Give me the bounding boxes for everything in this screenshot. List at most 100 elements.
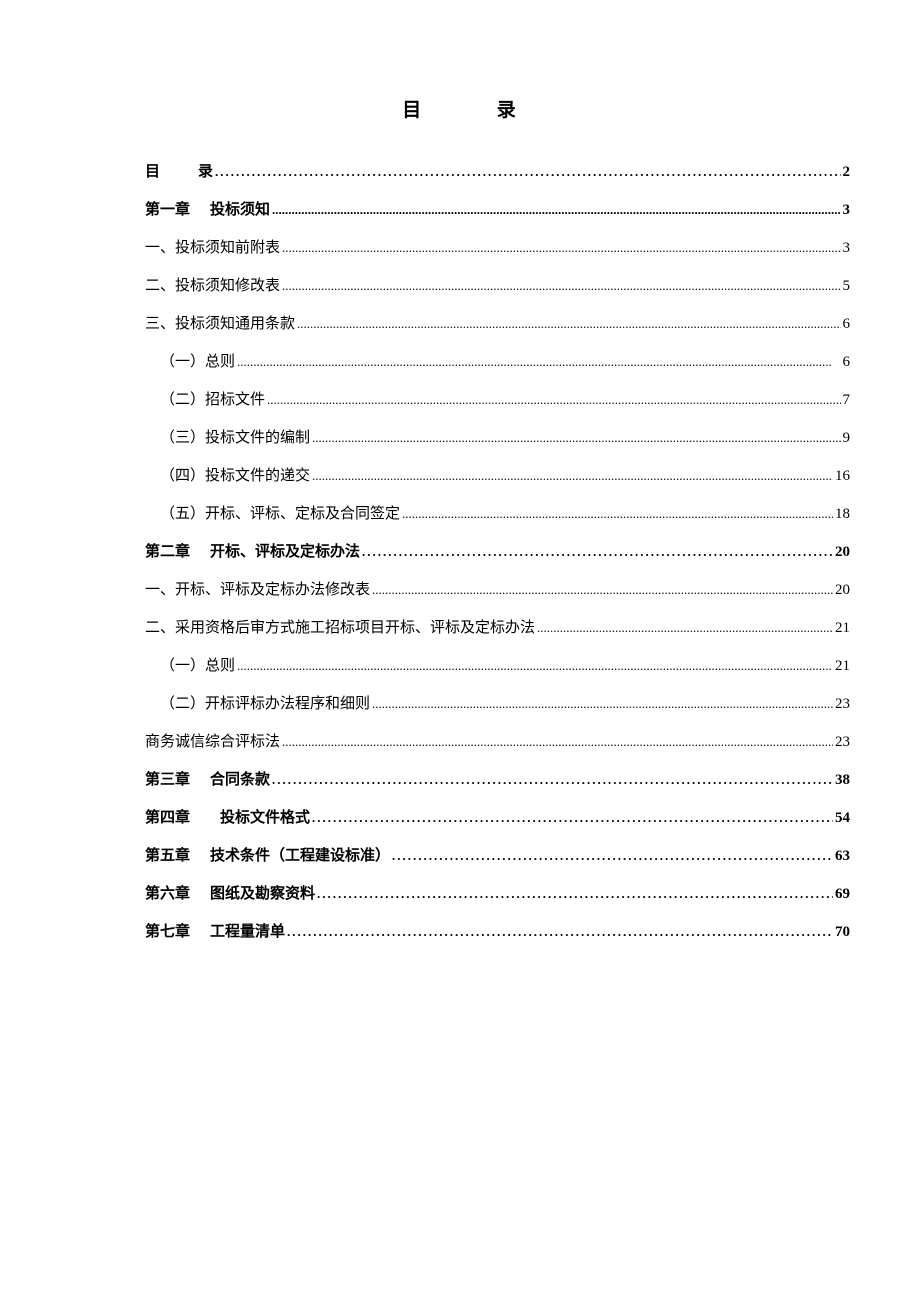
toc-entry: 一、开标、评标及定标办法修改表 20 [145,580,850,601]
toc-label-part-a: 第二章 [145,544,190,560]
toc-entry-label: 三、投标须知通用条款 [145,314,295,335]
toc-label-part-a: （四）投标文件的递交 [160,468,310,484]
toc-label-part-b: 开标、评标及定标办法 [210,544,360,560]
toc-entry: 二、投标须知修改表5 [145,276,850,297]
toc-page-number: 69 [835,884,850,905]
toc-leader-dots [237,656,833,677]
toc-page-number: 3 [843,200,851,221]
toc-label-part-b: 投标文件格式 [220,810,310,826]
toc-label-part-b: 技术条件（工程建设标准） [210,848,390,864]
toc-page-number: 20 [835,580,850,601]
toc-entry: （五）开标、评标、定标及合同签定 18 [145,504,850,525]
toc-entry: （一）总则 21 [145,656,850,677]
title-left: 目 [402,100,423,121]
toc-entry: （二）招标文件 7 [145,390,850,411]
toc-entry-label: 第四章 投标文件格式 [145,808,310,829]
toc-label-part-a: 第一章 [145,202,190,218]
toc-page-number: 6 [843,352,851,373]
toc-entry: 第七章 工程量清单 70 [145,922,850,943]
toc-label-part-b: 工程量清单 [210,924,285,940]
toc-label-part-a: 二、投标须知修改表 [145,278,280,294]
toc-label-part-a: 第六章 [145,886,190,902]
toc-entry: 第一章 投标须知 3 [145,200,850,221]
toc-label-part-a: （二）招标文件 [160,392,265,408]
toc-entry: 三、投标须知通用条款 6 [145,314,850,335]
toc-leader-dots [312,466,833,487]
toc-page-number: 23 [835,732,850,753]
toc-label-part-a: 一、投标须知前附表 [145,240,280,256]
toc-leader-dots [372,694,833,715]
toc-entry-label: 第七章 工程量清单 [145,922,285,943]
toc-entry-label: 第一章 投标须知 [145,200,270,221]
toc-label-part-b: 合同条款 [210,772,270,788]
toc-entry-label: 第六章 图纸及勘察资料 [145,884,315,905]
toc-page-number: 70 [835,922,850,943]
toc-leader-dots [282,276,840,297]
toc-entry: （一）总则 6 [145,352,850,373]
toc-label-part-a: （一）总则 [160,354,235,370]
toc-page-number: 54 [835,808,850,829]
toc-leader-dots [272,770,833,791]
toc-label-part-a: 一、开标、评标及定标办法修改表 [145,582,370,598]
toc-entry: 二、采用资格后审方式施工招标项目开标、评标及定标办法21 [145,618,850,639]
toc-entry: （二）开标评标办法程序和细则 23 [145,694,850,715]
toc-page-number: 16 [835,466,850,487]
toc-label-part-a: 第四章 [145,810,190,826]
toc-leader-dots [272,200,840,221]
toc-entry-label: （一）总则 [160,656,235,677]
toc-label-part-a: （一）总则 [160,658,235,674]
toc-page-number: 20 [835,542,850,563]
toc-label-part-a: （三）投标文件的编制 [160,430,310,446]
toc-label-part-a: 目 [145,164,160,180]
toc-leader-dots [287,922,833,943]
toc-leader-dots [317,884,833,905]
toc-leader-dots [402,504,833,525]
toc-list: 目录2第一章投标须知3一、投标须知前附表3二、投标须知修改表5三、投标须知通用条… [145,162,850,943]
toc-leader-dots [215,162,840,183]
toc-entry: （三）投标文件的编制9 [145,428,850,449]
toc-leader-dots [312,428,840,449]
toc-leader-dots [267,390,840,411]
toc-label-part-a: （五）开标、评标、定标及合同签定 [160,506,400,522]
toc-label-part-a: 商务诚信综合评标法 [145,734,280,750]
toc-leader-dots [282,732,833,753]
toc-leader-dots [312,808,833,829]
toc-label-part-b: 录 [198,164,213,180]
toc-entry-label: （二）开标评标办法程序和细则 [160,694,370,715]
toc-entry-label: 二、投标须知修改表 [145,276,280,297]
toc-entry-label: 第二章 开标、评标及定标办法 [145,542,360,563]
toc-entry-label: 第五章 技术条件（工程建设标准） [145,846,390,867]
toc-label-part-a: 第五章 [145,848,190,864]
toc-entry: （四）投标文件的递交 16 [145,466,850,487]
title-right: 录 [497,100,518,121]
toc-page-number: 23 [835,694,850,715]
toc-entry: 商务诚信综合评标法 23 [145,732,850,753]
toc-entry-label: （一）总则 [160,352,235,373]
toc-leader-dots [392,846,833,867]
toc-entry: 第五章 技术条件（工程建设标准） 63 [145,846,850,867]
toc-page-number: 63 [835,846,850,867]
toc-page-number: 2 [843,162,851,183]
toc-label-part-a: 第七章 [145,924,190,940]
toc-entry-label: （四）投标文件的递交 [160,466,310,487]
toc-page-number: 21 [835,656,850,677]
toc-leader-dots [362,542,833,563]
toc-entry-label: （三）投标文件的编制 [160,428,310,449]
toc-page-number: 18 [835,504,850,525]
toc-entry: 第六章 图纸及勘察资料 69 [145,884,850,905]
toc-label-part-a: 第三章 [145,772,190,788]
toc-entry: 第二章 开标、评标及定标办法 20 [145,542,850,563]
toc-entry: 目录2 [145,162,850,183]
toc-entry-label: 一、投标须知前附表 [145,238,280,259]
toc-leader-dots [297,314,840,335]
toc-label-part-b: 投标须知 [210,202,270,218]
toc-page-number: 6 [843,314,851,335]
toc-label-part-b: 图纸及勘察资料 [210,886,315,902]
toc-entry: 一、投标须知前附表3 [145,238,850,259]
toc-entry-label: （二）招标文件 [160,390,265,411]
toc-leader-dots [237,352,840,373]
toc-entry-label: 目录 [145,162,213,183]
toc-entry-label: 二、采用资格后审方式施工招标项目开标、评标及定标办法 [145,618,535,639]
toc-entry-label: 第三章 合同条款 [145,770,270,791]
toc-page-number: 7 [843,390,851,411]
